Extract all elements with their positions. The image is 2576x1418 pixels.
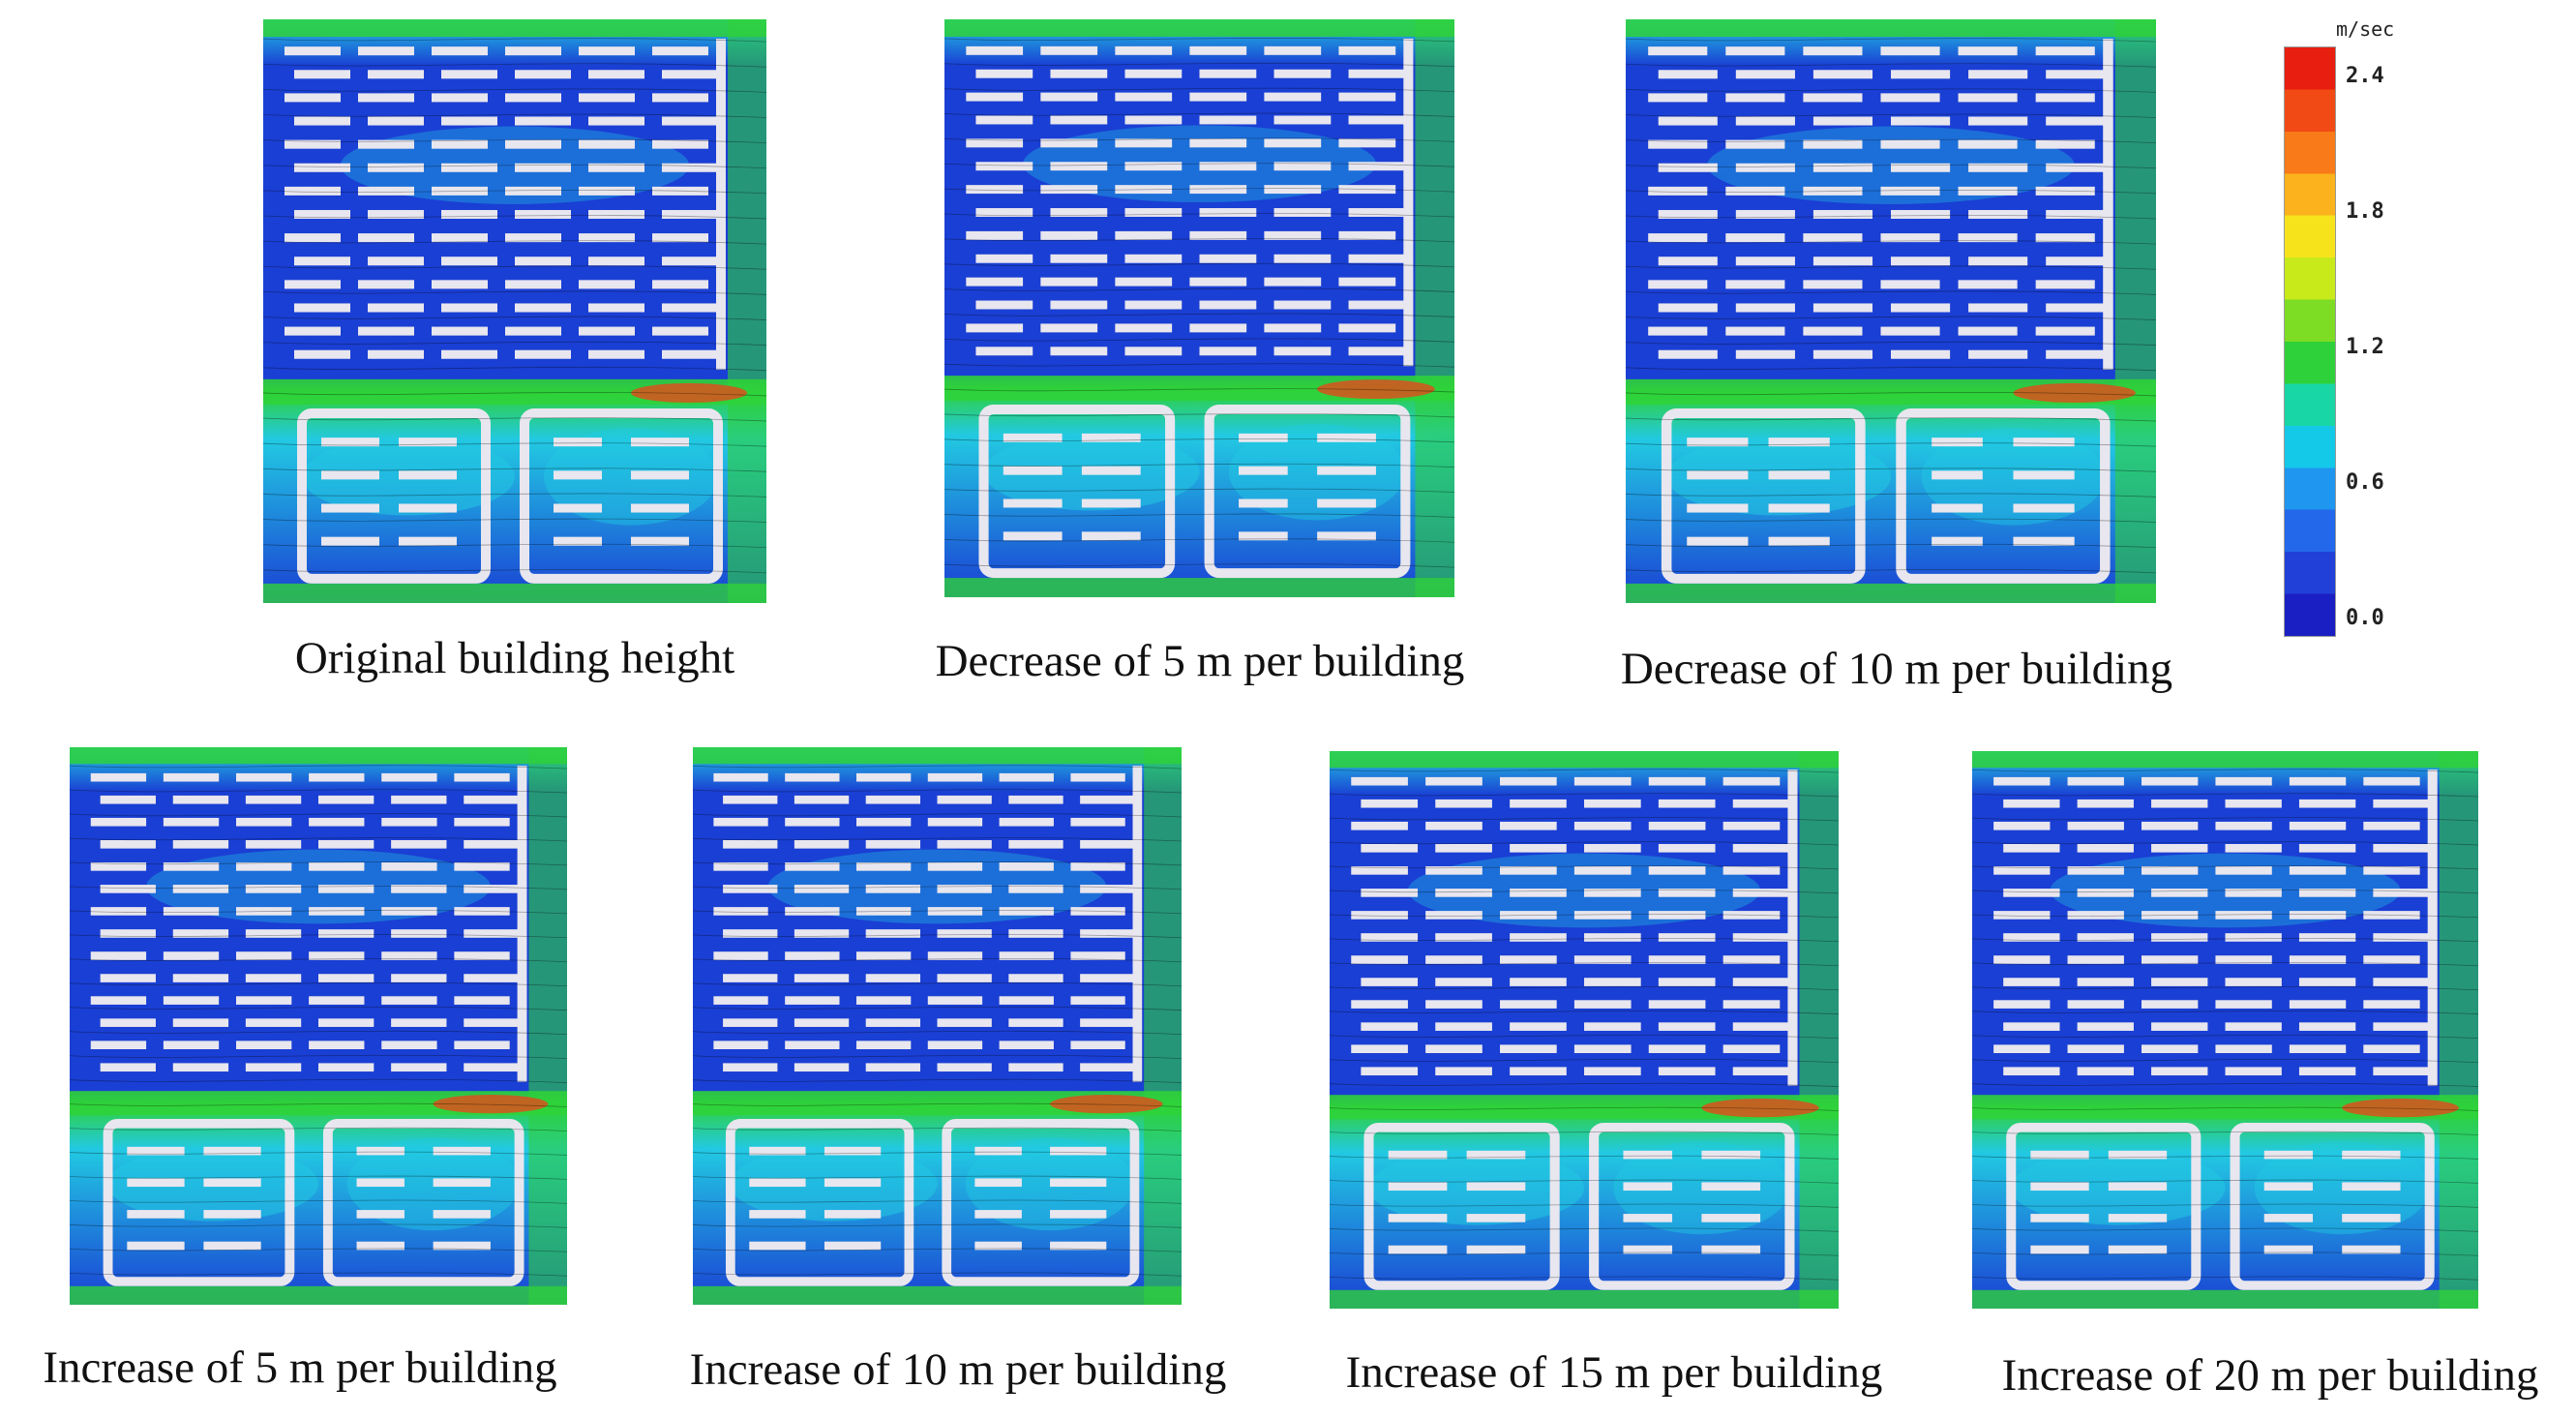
caption-increase-20m: Increase of 20 m per building (2001, 1350, 2539, 1401)
legend-tick-1-2: 1.2 (2346, 335, 2384, 359)
caption-increase-10m: Increase of 10 m per building (689, 1344, 1227, 1395)
caption-decrease-10m: Decrease of 10 m per building (1620, 644, 2173, 694)
wind-map-decrease-10m (1626, 19, 2156, 603)
wind-map-decrease-5m (944, 19, 1454, 597)
caption-original: Original building height (294, 633, 735, 683)
wind-map-increase-10m (693, 747, 1182, 1305)
wind-map-increase-20m (1972, 751, 2478, 1309)
caption-increase-15m: Increase of 15 m per building (1345, 1347, 1883, 1398)
legend-unit: m/sec (2336, 17, 2395, 41)
wind-map-increase-5m (70, 747, 567, 1305)
legend-tick-0-0: 0.0 (2346, 606, 2384, 630)
legend-tick-1-8: 1.8 (2346, 199, 2384, 224)
caption-decrease-5m: Decrease of 5 m per building (935, 636, 1465, 686)
wind-map-original (263, 19, 766, 603)
legend-tick-2-4: 2.4 (2346, 64, 2384, 88)
caption-increase-5m: Increase of 5 m per building (43, 1343, 557, 1393)
velocity-colorbar (2284, 46, 2336, 637)
legend-tick-0-6: 0.6 (2346, 470, 2384, 495)
wind-map-increase-15m (1330, 751, 1839, 1309)
